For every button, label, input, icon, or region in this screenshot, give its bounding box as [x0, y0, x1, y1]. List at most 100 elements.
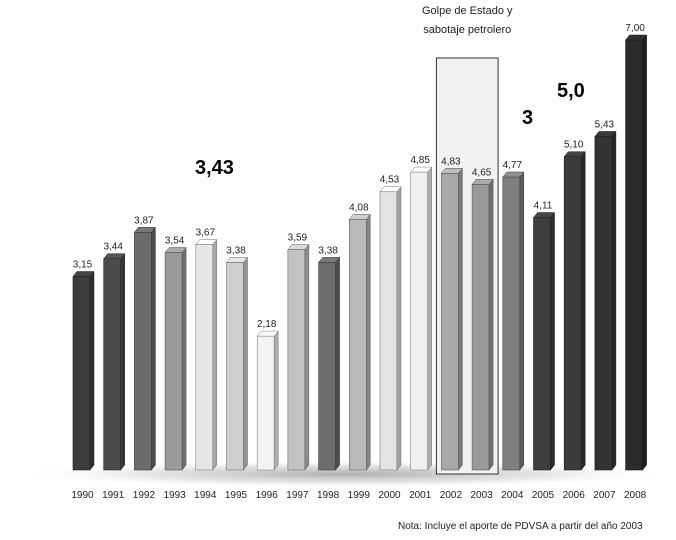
bar-front-1999 — [348, 219, 367, 471]
bar-1998 — [318, 256, 341, 471]
bar-side-2004 — [519, 171, 525, 471]
bar-front-2004 — [502, 176, 521, 471]
value-label-1991: 3,44 — [103, 242, 123, 253]
bar-side-1992 — [151, 226, 156, 471]
value-label-1997: 3,59 — [288, 232, 308, 243]
year-label-1998: 1998 — [317, 490, 340, 501]
year-label-1996: 1996 — [256, 490, 279, 501]
bar-side-2006 — [580, 151, 586, 471]
annotation-line-1: Golpe de Estado y — [422, 5, 513, 17]
value-label-2005: 4,11 — [534, 201, 553, 212]
year-label-2008: 2008 — [624, 490, 647, 501]
bar-side-2008 — [642, 34, 647, 471]
bar-cap-2004 — [502, 171, 525, 178]
bar-side-1990 — [89, 270, 95, 471]
year-label-1994: 1994 — [194, 490, 217, 501]
bar-cap-1997 — [287, 244, 310, 250]
bar-front-1994 — [195, 244, 214, 471]
value-label-2007: 5,43 — [595, 119, 615, 130]
bar-front-2007 — [594, 136, 613, 471]
year-label-2002: 2002 — [440, 490, 463, 501]
bar-cap-2003 — [471, 179, 494, 185]
bar-cap-2007 — [594, 131, 617, 137]
bar-cap-2008 — [625, 34, 648, 41]
bar-1994 — [195, 238, 218, 471]
bar-2008 — [625, 34, 648, 471]
bar-side-1997 — [304, 243, 310, 471]
value-label-2001: 4,85 — [410, 155, 430, 166]
bar-1992 — [133, 226, 156, 471]
bar-2000 — [379, 186, 402, 471]
year-label-1991: 1991 — [102, 490, 125, 501]
year-label-2001: 2001 — [409, 490, 432, 501]
bar-front-2000 — [379, 191, 398, 471]
year-label-1992: 1992 — [133, 490, 156, 501]
year-label-2005: 2005 — [532, 490, 555, 501]
bar-1997 — [287, 243, 310, 471]
value-label-2003: 4,65 — [472, 167, 492, 178]
year-label-2007: 2007 — [593, 490, 616, 501]
year-label-2006: 2006 — [563, 490, 586, 501]
year-label-2000: 2000 — [378, 490, 401, 501]
footnote: Nota: Incluye el aporte de PDVSA a parti… — [398, 521, 643, 532]
value-label-2002: 4,83 — [441, 156, 461, 167]
bar-cap-1996 — [256, 330, 279, 337]
bar-front-2008 — [625, 39, 643, 471]
bar-front-2006 — [563, 156, 582, 471]
bar-1993 — [164, 246, 187, 471]
bar-side-1998 — [335, 256, 340, 471]
bar-1991 — [103, 252, 126, 471]
year-label-1990: 1990 — [71, 490, 94, 501]
bar-cap-2006 — [563, 151, 586, 157]
bar-cap-2005 — [532, 212, 556, 218]
bar-1995 — [225, 256, 249, 471]
bar-side-2002 — [458, 167, 463, 471]
year-label-1993: 1993 — [163, 490, 186, 501]
bar-2003 — [471, 178, 494, 471]
year-label-1995: 1995 — [225, 490, 248, 501]
bar-front-2002 — [441, 173, 459, 471]
bar-front-2005 — [533, 217, 551, 471]
value-label-1992: 3,87 — [134, 215, 154, 226]
bar-2002 — [440, 167, 463, 471]
bar-side-2005 — [550, 211, 555, 471]
bar-side-1994 — [212, 238, 218, 471]
bar-1999 — [348, 213, 371, 471]
bar-front-1991 — [103, 258, 121, 471]
value-label-1996: 2,18 — [257, 319, 277, 330]
year-label-1999: 1999 — [348, 490, 371, 501]
bar-cap-1995 — [225, 257, 249, 263]
bar-cap-1998 — [318, 257, 341, 263]
value-label-2008: 7,00 — [625, 23, 645, 34]
big-note-3: 5,0 — [557, 80, 585, 102]
bar-side-1995 — [243, 256, 248, 471]
bar-front-1993 — [164, 252, 183, 471]
bar-cap-2002 — [440, 168, 463, 174]
bar-side-2007 — [611, 130, 617, 471]
bar-front-2003 — [471, 184, 490, 471]
value-label-2000: 4,53 — [380, 175, 400, 186]
bar-cap-1992 — [133, 227, 156, 233]
value-label-1998: 3,38 — [318, 245, 338, 256]
value-label-2004: 4,77 — [503, 160, 523, 171]
bar-cap-1999 — [348, 214, 371, 220]
bar-front-1998 — [318, 262, 336, 471]
bar-side-2001 — [427, 166, 432, 471]
value-label-1994: 3,67 — [196, 228, 216, 239]
bar-cap-1993 — [164, 247, 187, 253]
value-label-2006: 5,10 — [564, 140, 584, 151]
bar-cap-2000 — [379, 186, 402, 192]
bar-cap-2001 — [410, 166, 433, 173]
value-label-1993: 3,54 — [165, 236, 185, 247]
bar-cap-1991 — [103, 253, 126, 259]
value-label-1999: 4,08 — [349, 202, 369, 213]
bar-1990 — [72, 270, 95, 471]
bar-2005 — [532, 211, 556, 471]
bar-side-1996 — [273, 330, 279, 471]
big-note-1: 3,43 — [195, 157, 234, 179]
bar-front-1996 — [256, 335, 275, 471]
bar-2004 — [502, 171, 525, 471]
bar-front-1995 — [226, 262, 244, 471]
bar-front-1990 — [72, 276, 91, 471]
